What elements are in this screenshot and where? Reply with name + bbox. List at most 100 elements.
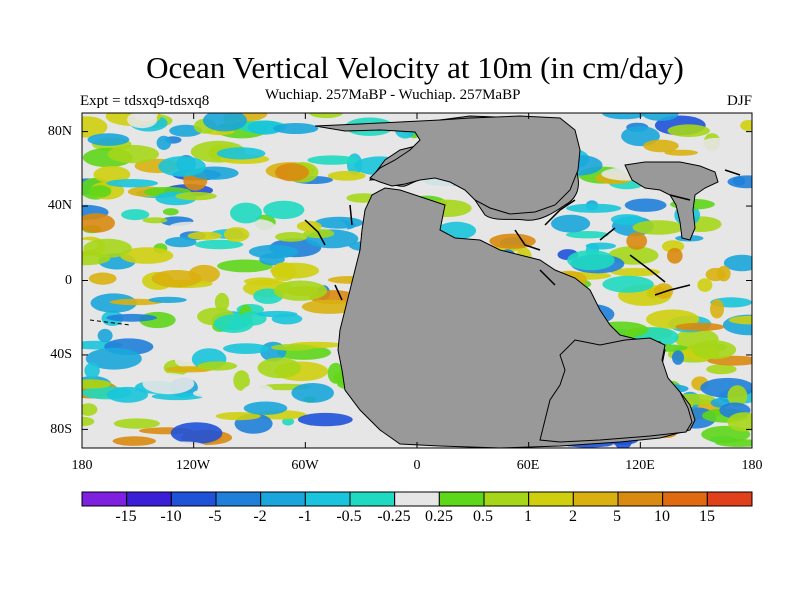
colorbar-swatch — [349, 491, 396, 507]
field-patch — [664, 149, 698, 156]
field-patch — [192, 389, 228, 398]
field-patch — [112, 436, 156, 446]
field-patch — [723, 254, 752, 272]
field-patch — [93, 166, 131, 184]
field-patch — [133, 113, 158, 122]
field-patch — [170, 422, 223, 444]
land-masses — [89, 115, 741, 448]
field-patch — [301, 299, 357, 314]
field-patch — [142, 217, 168, 224]
field-patch — [82, 213, 115, 233]
field-patch — [106, 386, 149, 403]
field-patch — [675, 322, 725, 331]
field-patch — [106, 313, 157, 322]
field-patch — [309, 113, 343, 119]
field-patch — [113, 418, 160, 429]
field-patch — [97, 328, 113, 343]
field-patch — [643, 139, 679, 153]
field-patch — [706, 364, 737, 375]
field-patch — [256, 310, 298, 318]
field-patch — [728, 315, 752, 325]
field-patch — [610, 267, 661, 277]
field-patch — [727, 385, 748, 407]
field-patch — [151, 270, 202, 288]
colorbar-label: -1 — [298, 508, 312, 525]
lon-tick-label-120w: 120W — [175, 458, 211, 473]
lat-tick-label-equator: 0 — [65, 273, 72, 288]
field-patch — [307, 155, 357, 165]
colorbar-swatch — [483, 491, 530, 507]
field-patch — [297, 412, 353, 427]
field-patch — [243, 401, 288, 415]
plot-title: Ocean Vertical Velocity at 10m (in cm/da… — [146, 50, 684, 85]
colorbar-swatch — [81, 491, 128, 507]
field-patch — [120, 247, 174, 264]
field-patch — [610, 214, 644, 225]
field-patch — [88, 272, 117, 285]
colorbar-label: 10 — [654, 508, 670, 525]
field-patch — [87, 133, 130, 146]
field-patch — [602, 113, 647, 120]
field-patch — [565, 231, 609, 239]
colorbar-label: -15 — [115, 508, 137, 525]
field-patch — [82, 310, 95, 329]
field-patch — [691, 340, 737, 360]
field-patch — [233, 370, 250, 391]
eastern-island — [624, 161, 719, 241]
field-patch — [82, 379, 112, 389]
colorbar-label: 0.25 — [425, 508, 453, 525]
field-patch — [257, 357, 302, 379]
field-patch — [151, 392, 204, 401]
lat-tick-label-80s: 80S — [50, 422, 72, 437]
field-patch — [654, 283, 674, 299]
field-patch — [273, 280, 327, 301]
colorbar — [81, 491, 753, 507]
field-patch — [717, 265, 731, 282]
field-patch — [275, 163, 309, 182]
lon-tick-label-120e: 120E — [625, 458, 655, 473]
field-patch — [214, 292, 230, 312]
colorbar-swatch — [170, 491, 217, 507]
map-ticks — [81, 113, 753, 448]
southern-landmass — [539, 337, 693, 443]
field-patch — [215, 412, 261, 421]
field-patch — [230, 202, 262, 224]
field-patch — [156, 135, 172, 150]
colorbar-label: -10 — [160, 508, 182, 525]
field-patch — [223, 343, 269, 354]
lat-tick-label-40s: 40S — [50, 347, 72, 362]
experiment-label: Expt = tdsxq9-tdsxq8 — [80, 93, 210, 109]
field-patch — [217, 259, 273, 273]
field-patch — [632, 220, 685, 235]
lat-tick-label-40n: 40N — [47, 198, 72, 213]
field-patch — [715, 439, 752, 447]
field-patch — [327, 362, 344, 384]
field-patch — [84, 362, 100, 379]
colorbar-swatch — [617, 491, 664, 507]
lon-tick-label-60w: 60W — [291, 458, 319, 473]
field-patch — [566, 203, 622, 213]
field-patch — [248, 244, 299, 259]
field-patch — [187, 231, 222, 240]
field-patch — [624, 198, 667, 212]
field-patch — [695, 137, 739, 158]
field-patch — [697, 278, 713, 292]
field-patch — [710, 299, 724, 319]
field-patch — [107, 145, 159, 164]
lon-tick-label-0: 0 — [413, 458, 421, 473]
field-patch — [83, 238, 132, 258]
field-patch — [164, 236, 197, 248]
colorbar-label: 2 — [569, 508, 577, 525]
field-patch — [732, 176, 746, 186]
field-patch — [115, 228, 147, 245]
field-patch — [275, 232, 308, 242]
colorbar-label: -0.25 — [377, 508, 411, 525]
field-patch — [169, 124, 203, 137]
field-patch — [314, 216, 364, 229]
colorbar-swatch — [662, 491, 708, 507]
field-patch — [672, 350, 684, 365]
lon-tick-label-180e: 180 — [741, 458, 763, 473]
field-patch — [240, 383, 276, 405]
colorbar-label: -0.5 — [336, 508, 362, 525]
field-patch — [213, 314, 254, 334]
